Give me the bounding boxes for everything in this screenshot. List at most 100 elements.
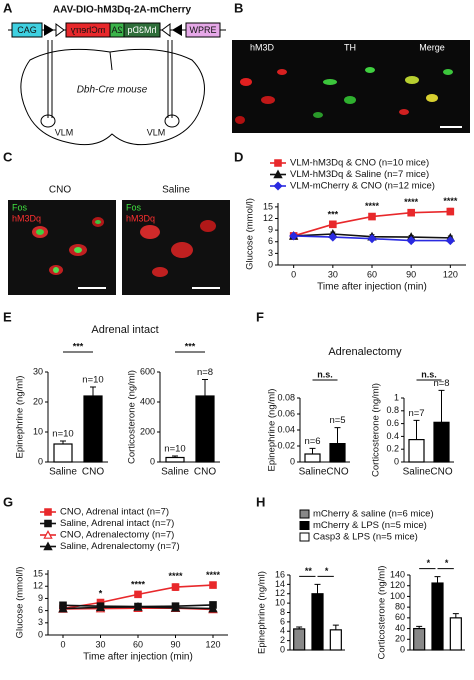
y-tick-label: 6	[268, 236, 273, 246]
y-tick-label: 120	[390, 580, 405, 590]
nucleus	[95, 220, 101, 224]
legend-label: VLM-mCherry & CNO (n=12 mice)	[290, 181, 435, 192]
significance-label: ***	[185, 341, 196, 351]
y-tick-label: 9	[38, 593, 43, 603]
y-tick-label: 0	[38, 629, 43, 639]
significance-label: n.s.	[421, 369, 437, 379]
bar	[53, 443, 73, 463]
legend-marker	[44, 508, 52, 516]
y-tick-label: 0.8	[386, 405, 399, 415]
lox-site	[44, 24, 54, 36]
n-label: n=10	[82, 375, 103, 386]
y-tick-label: 9	[268, 225, 273, 235]
y-axis-label: Corticosterone (ng/ml)	[127, 370, 138, 464]
x-tick-label: 0	[291, 269, 296, 279]
vlm-region	[40, 114, 56, 128]
lox-site	[55, 23, 65, 37]
x-tick-label: 30	[95, 639, 105, 649]
brain-outline	[20, 48, 205, 146]
bar	[311, 593, 324, 651]
image-label: TH	[344, 42, 356, 52]
y-tick-label: 140	[390, 569, 405, 579]
panel-label: F	[256, 309, 264, 324]
data-point	[289, 231, 299, 241]
bar	[433, 421, 450, 463]
y-tick-label: 0	[394, 456, 399, 466]
y-tick-label: 0.4	[386, 431, 399, 441]
y-tick-label: 16	[275, 569, 285, 579]
legend-label: mCherry & saline (n=6 mice)	[313, 509, 434, 520]
vlm-region	[164, 114, 180, 128]
bar	[449, 617, 462, 651]
y-tick-label: 40	[395, 623, 405, 633]
y-axis-label: Epinephrine (ng/ml)	[257, 571, 268, 654]
n-label: n=7	[408, 408, 424, 419]
error-bar	[434, 576, 441, 584]
bar	[329, 443, 346, 463]
x-tick-label: Saline	[299, 467, 327, 478]
bar	[408, 439, 425, 463]
y-tick-label: 3	[38, 617, 43, 627]
cell	[399, 109, 409, 115]
data-point	[209, 581, 217, 589]
midline	[109, 51, 113, 71]
data-point	[368, 212, 376, 221]
y-axis-label: Corticosterone (ng/ml)	[371, 383, 382, 477]
panel-label: D	[234, 149, 243, 164]
legend-marker	[273, 169, 283, 179]
legend-label: Saline, Adrenal intact (n=7)	[60, 518, 174, 529]
panel-title: Adrenal intact	[91, 324, 158, 336]
legend-label: Saline, Adrenalectomy (n=7)	[60, 541, 180, 552]
cell	[443, 69, 453, 75]
cell	[344, 96, 356, 104]
significance-label: **	[305, 566, 313, 576]
error-bar	[90, 386, 96, 396]
error-bar	[309, 447, 316, 454]
error-bar	[334, 427, 341, 444]
legend-label: mCherry & LPS (n=5 mice)	[313, 520, 427, 531]
n-label: n=5	[329, 415, 345, 426]
data-point	[367, 234, 377, 244]
element-label: hM3Dq	[127, 25, 156, 35]
bar	[329, 629, 342, 651]
cell	[405, 76, 419, 84]
significance-label: ***	[73, 341, 84, 351]
element-label: 2A	[111, 25, 122, 35]
cell	[261, 96, 275, 104]
panel-label: C	[3, 149, 13, 164]
y-tick-label: 3	[268, 248, 273, 258]
x-axis-label: Time after injection (min)	[317, 282, 427, 293]
legend-swatch	[299, 509, 310, 519]
cag-box	[11, 22, 43, 38]
y-tick-label: 6	[280, 616, 285, 626]
y-tick-label: 0.06	[277, 408, 295, 418]
data-point	[406, 236, 416, 246]
y-tick-label: 0.04	[277, 424, 295, 434]
significance-label: ****	[404, 197, 419, 207]
data-point	[134, 590, 142, 599]
micrograph-b: hM3D TH Merge	[232, 40, 470, 133]
y-tick-label: 15	[263, 201, 273, 211]
data-point	[328, 232, 338, 242]
y-tick-label: 20	[33, 396, 43, 406]
stain-label: hM3Dq	[126, 213, 155, 223]
nucleus	[36, 229, 44, 235]
y-tick-label: 0.6	[386, 418, 399, 428]
y-tick-label: 400	[140, 396, 155, 406]
nucleus	[74, 247, 82, 253]
legend-label: CNO, Adrenalectomy (n=7)	[60, 530, 174, 541]
y-tick-label: 12	[33, 581, 43, 591]
image-label: hM3D	[250, 42, 275, 52]
n-label: n=10	[52, 429, 73, 440]
x-tick-label: 120	[205, 639, 220, 649]
condition-label: Saline	[162, 185, 190, 196]
construct-title: AAV-DIO-hM3Dq-2A-mCherry	[53, 5, 192, 16]
wpre-box	[185, 22, 221, 38]
y-tick-label: 0	[290, 456, 295, 466]
mouse-label: Dbh-Cre mouse	[77, 85, 148, 96]
x-tick-label: CNO	[194, 467, 216, 478]
y-tick-label: 0	[400, 644, 405, 654]
y-tick-label: 20	[395, 634, 405, 644]
bar	[293, 628, 306, 651]
